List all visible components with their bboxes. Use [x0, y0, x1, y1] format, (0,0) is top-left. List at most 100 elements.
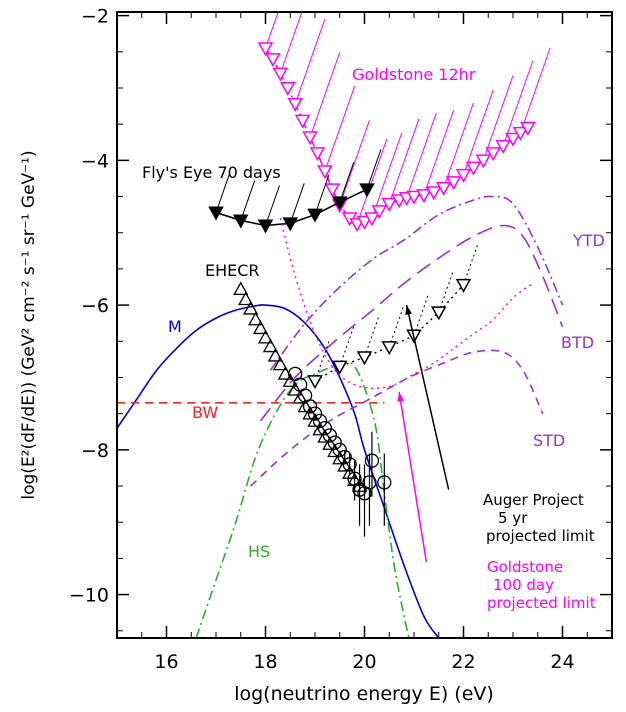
- ehecr-triangles-marker: [262, 338, 279, 353]
- goldstone-12hr-marker: [505, 132, 521, 147]
- auger-marker: [430, 306, 447, 321]
- ehecr-triangles-marker: [247, 311, 264, 326]
- ehecr-triangles-marker: [243, 300, 259, 315]
- annotation-ehecr: EHECR: [205, 261, 260, 280]
- flys-eye-70-days-marker: [282, 217, 299, 232]
- flys-eye-70-days-hatch: [215, 172, 231, 213]
- goldstone-12hr-marker: [475, 154, 492, 169]
- annotation-ytd: YTD: [572, 231, 605, 250]
- auger-hatch: [388, 306, 404, 348]
- goldstone-12hr-marker: [371, 205, 388, 220]
- ehecr-circles-marker: [342, 457, 357, 472]
- auger-marker: [381, 341, 398, 356]
- goldstone-12hr-hatch: [309, 52, 341, 138]
- auger-arrow-head: [405, 305, 413, 316]
- goldstone-12hr-marker: [257, 42, 274, 57]
- x-tick-label: 24: [550, 651, 574, 673]
- auger-hatch: [364, 317, 379, 358]
- annotation-goldstone100-line2: 100 day: [493, 576, 554, 594]
- ytd-line: [269, 195, 564, 371]
- auger-marker: [307, 375, 323, 390]
- ehecr-circles-marker: [352, 482, 367, 497]
- ehecr-circles-marker: [332, 442, 347, 457]
- ehecr-circles-marker: [307, 406, 323, 421]
- goldstone-12hr-hatch: [339, 120, 370, 206]
- x-tick-label: 16: [154, 651, 178, 673]
- ehecr-triangles-marker: [238, 291, 254, 306]
- auger-marker: [455, 278, 472, 293]
- annotation-flys-eye: Fly's Eye 70 days: [142, 163, 281, 182]
- ehecr-triangles-marker: [252, 320, 269, 335]
- ehecr-triangles-marker: [272, 356, 288, 371]
- goldstone-12hr-hatch: [463, 89, 494, 175]
- auger-arrow: [405, 304, 450, 490]
- goldstone-12hr-hatch: [294, 18, 326, 105]
- hs-line: [195, 361, 410, 638]
- goldstone-12hr-marker: [294, 114, 311, 129]
- ehecr-triangles-marker: [287, 381, 303, 396]
- annotation-auger-line3: projected limit: [486, 527, 595, 545]
- auger-marker: [331, 360, 348, 375]
- y-tick-label: −10: [69, 585, 109, 607]
- ehecr-triangles-marker: [317, 428, 333, 443]
- flys-eye-70-days-hatch: [366, 149, 382, 190]
- goldstone-12hr-hatch: [356, 138, 388, 225]
- ehecr-triangles-marker: [257, 329, 274, 344]
- annotation-auger-line2: 5 yr: [498, 509, 528, 527]
- goldstone-100-day-line: [279, 218, 534, 390]
- ehecr-triangles-marker: [302, 405, 318, 420]
- x-tick-label: 20: [352, 651, 376, 673]
- goldstone-12hr-hatch: [265, 12, 279, 49]
- goldstone-12hr-marker: [287, 97, 303, 112]
- goldstone-12hr-hatch: [324, 86, 356, 172]
- flys-eye-70-days-marker: [232, 214, 249, 229]
- y-tick-label: −6: [81, 295, 109, 317]
- flys-eye-70-days-marker: [359, 183, 375, 198]
- ehecr-circles-marker: [377, 475, 392, 490]
- goldstone-12hr-marker: [445, 176, 462, 191]
- goldstone-12hr-hatch: [502, 60, 534, 147]
- auger-marker: [356, 351, 373, 366]
- flys-eye-70-days-hatch: [314, 174, 330, 215]
- ehecr-circles-marker: [364, 453, 380, 468]
- goldstone-12hr-marker: [512, 126, 529, 141]
- goldstone-12hr-hatch: [371, 133, 403, 219]
- ehecr-circles-marker: [327, 435, 342, 450]
- goldstone-12hr-marker: [435, 181, 452, 196]
- goldstone-12hr-marker: [485, 147, 501, 162]
- flys-eye-70-days-hatch: [289, 183, 305, 224]
- ehecr-circles-marker: [362, 475, 377, 490]
- goldstone-12hr-marker: [302, 131, 318, 146]
- y-tick-label: −2: [81, 6, 109, 28]
- goldstone-12hr-hatch: [443, 102, 474, 189]
- auger-hatch: [463, 244, 478, 285]
- annotation-m: M: [168, 317, 182, 336]
- x-axis-label: log(neutrino energy E) (eV): [234, 683, 494, 705]
- flys-eye-70-days-hatch: [240, 180, 256, 221]
- ehecr-circles-marker: [322, 428, 338, 443]
- goldstone-12hr-marker: [272, 67, 289, 82]
- annotation-hs: HS: [248, 542, 270, 561]
- goldstone-12hr-marker: [406, 190, 422, 205]
- goldstone-12hr-hatch: [423, 109, 455, 196]
- ehecr-triangles-marker: [307, 413, 323, 427]
- ehecr-circles-marker: [337, 449, 352, 465]
- goldstone-12hr-hatch: [482, 75, 514, 161]
- goldstone-12hr-hatch: [388, 118, 420, 204]
- flys-eye-70-days-hatch: [265, 185, 280, 226]
- auger-hatch: [339, 326, 355, 367]
- goldstone100-arrow-head: [397, 391, 405, 402]
- auger-hatch: [413, 295, 429, 336]
- goldstone-12hr-marker: [265, 53, 281, 68]
- goldstone-12hr-marker: [381, 197, 398, 212]
- goldstone-12hr-marker: [520, 121, 536, 136]
- annotation-goldstone-12hr: Goldstone 12hr: [352, 65, 476, 84]
- ehecr-circles-marker: [317, 420, 333, 436]
- auger-hatch: [314, 340, 330, 382]
- ehecr-triangles-marker: [292, 389, 308, 404]
- goldstone-12hr-marker: [455, 168, 472, 183]
- y-tick-label: −8: [81, 440, 109, 462]
- ehecr-triangles-marker: [337, 457, 353, 472]
- goldstone-12hr-hatch: [519, 47, 551, 134]
